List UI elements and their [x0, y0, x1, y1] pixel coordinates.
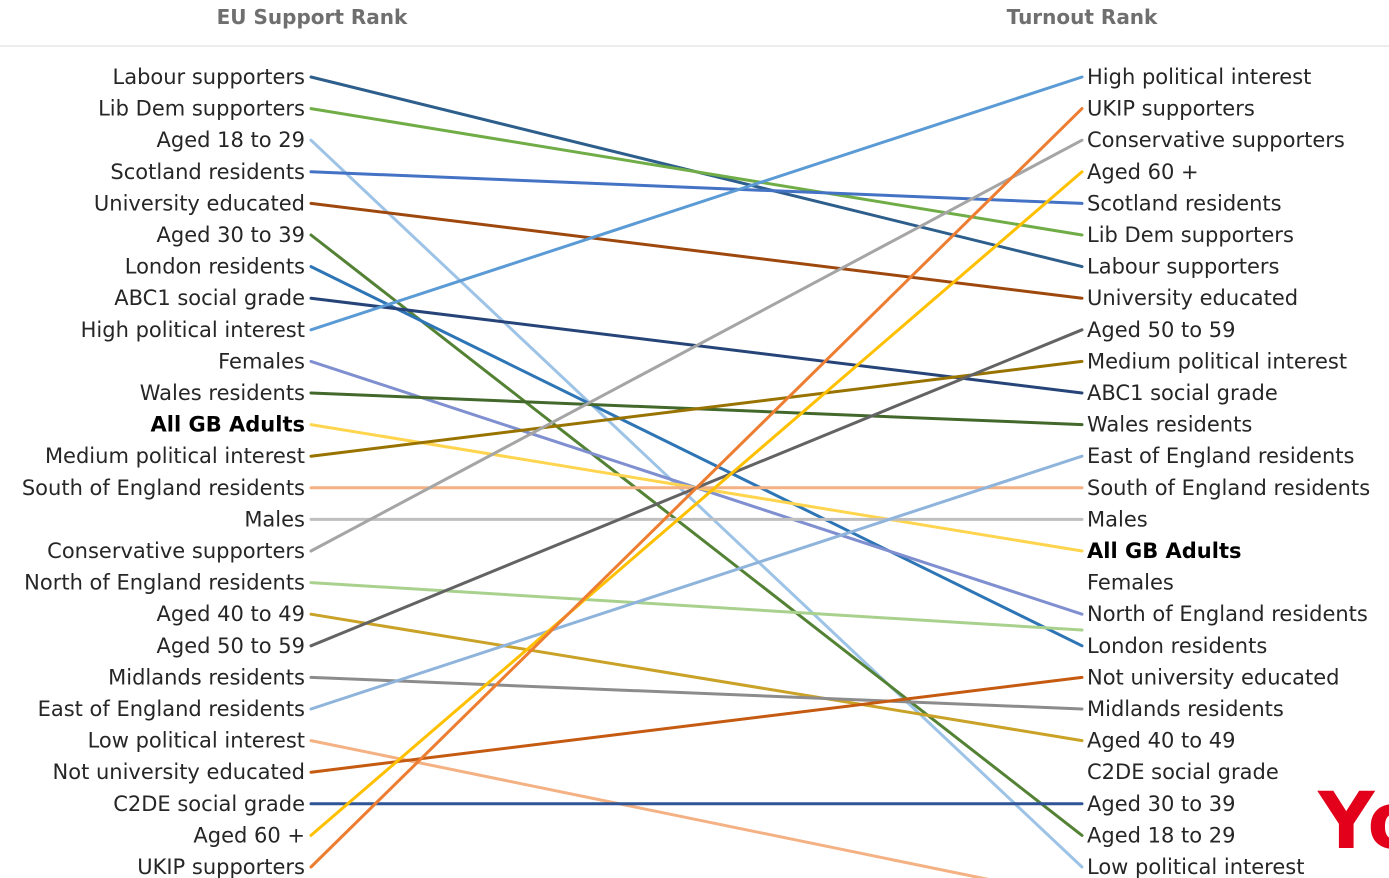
left-label: Aged 30 to 39 — [157, 223, 306, 247]
right-label: Lib Dem supporters — [1087, 223, 1294, 247]
yougov-logo: Yo — [1317, 777, 1389, 867]
right-label: Females — [1087, 571, 1174, 595]
right-label: Scotland residents — [1087, 191, 1282, 215]
left-labels: Labour supporters Lib Dem supporters Aged … — [22, 65, 305, 878]
left-label: East of England residents — [38, 697, 305, 721]
slope-line-london-residents — [309, 265, 1084, 648]
left-label: Labour supporters — [113, 65, 306, 89]
left-label: UKIP supporters — [137, 855, 305, 878]
slope-line-not-university-educated — [309, 675, 1084, 774]
right-label: Conservative supporters — [1087, 128, 1345, 152]
left-label: London residents — [125, 255, 305, 279]
right-label: University educated — [1087, 286, 1298, 310]
right-label: Males — [1087, 507, 1148, 531]
left-label: Wales residents — [140, 381, 305, 405]
left-label: Females — [218, 349, 305, 373]
right-label: Aged 40 to 49 — [1087, 729, 1236, 753]
left-label: Not university educated — [53, 760, 305, 784]
left-label: University educated — [94, 191, 305, 215]
slope-lines — [309, 75, 1084, 878]
right-label: Aged 30 to 39 — [1087, 792, 1236, 816]
right-labels: High political interest UKIP supporters Co… — [1087, 65, 1370, 878]
left-label: Scotland residents — [110, 160, 305, 184]
left-header: EU Support Rank — [217, 5, 408, 29]
left-label: Midlands residents — [108, 665, 305, 689]
left-label: Aged 60 + — [193, 823, 305, 847]
left-label: North of England residents — [24, 571, 305, 595]
right-label: UKIP supporters — [1087, 97, 1255, 121]
slope-line-medium-political-interest — [309, 359, 1084, 458]
slope-line-aged-40-to-49 — [309, 612, 1084, 743]
right-label: ABC1 social grade — [1087, 381, 1278, 405]
slope-line-scotland-residents — [309, 170, 1084, 205]
left-label: Low political interest — [88, 729, 305, 753]
left-label: Males — [244, 507, 305, 531]
right-label: Aged 18 to 29 — [1087, 823, 1236, 847]
slope-line-conservative-supporters — [309, 138, 1084, 553]
right-label: C2DE social grade — [1087, 760, 1279, 784]
left-label: High political interest — [81, 318, 305, 342]
right-label: Low political interest — [1087, 855, 1304, 878]
slope-line-east-of-england-residents — [309, 454, 1084, 711]
slope-line-low-political-interest — [309, 739, 989, 878]
right-label: London residents — [1087, 634, 1267, 658]
left-label: All GB Adults — [151, 413, 306, 437]
left-label: Medium political interest — [45, 444, 305, 468]
right-label: Wales residents — [1087, 413, 1252, 437]
left-label: South of England residents — [22, 476, 305, 500]
right-label: East of England residents — [1087, 444, 1354, 468]
right-label: High political interest — [1087, 65, 1311, 89]
right-label: Labour supporters — [1087, 255, 1280, 279]
left-label: ABC1 social grade — [114, 286, 305, 310]
slope-line-lib-dem-supporters — [309, 107, 1084, 237]
right-label: Aged 50 to 59 — [1087, 318, 1236, 342]
right-label: Not university educated — [1087, 665, 1339, 689]
right-header: Turnout Rank — [1007, 5, 1158, 29]
right-label: North of England residents — [1087, 602, 1368, 626]
left-label: Aged 50 to 59 — [157, 634, 306, 658]
left-label: Conservative supporters — [47, 539, 305, 563]
slope-line-aged-60 — [309, 170, 1084, 837]
slope-line-ukip-supporters — [309, 107, 1084, 869]
right-label: Aged 60 + — [1087, 160, 1199, 184]
right-label: Medium political interest — [1087, 349, 1347, 373]
left-label: Lib Dem supporters — [98, 97, 305, 121]
right-label: All GB Adults — [1087, 539, 1242, 563]
slope-line-north-of-england-residents — [309, 581, 1084, 632]
slope-line-aged-30-to-39 — [309, 233, 1084, 837]
left-label: Aged 18 to 29 — [157, 128, 306, 152]
right-label: Midlands residents — [1087, 697, 1284, 721]
slope-line-midlands-residents — [309, 675, 1084, 711]
right-label: South of England residents — [1087, 476, 1370, 500]
slope-line-high-political-interest — [309, 75, 1084, 332]
left-label: Aged 40 to 49 — [157, 602, 306, 626]
left-label: C2DE social grade — [113, 792, 305, 816]
